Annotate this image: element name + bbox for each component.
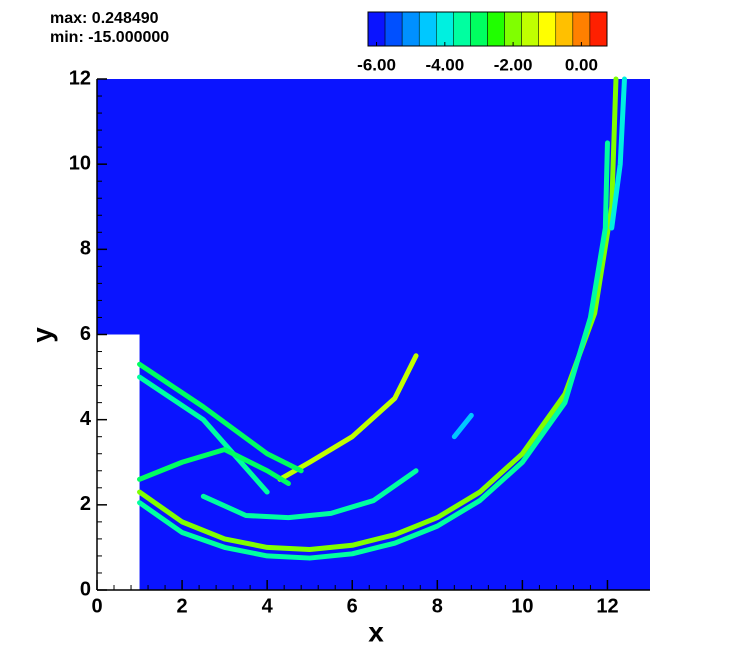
colorbar-band [470,11,488,47]
colorbar-band [436,11,454,47]
contour-feature [200,468,419,521]
x-tick-label: 10 [511,595,533,617]
colorbar-tick-label: -2.00 [494,55,533,74]
colorbar-band [367,11,386,47]
colorbar-band [453,11,471,47]
colorbar-band [521,11,539,47]
contour-feature [137,374,270,495]
colorbar-band [504,11,522,47]
min-annotation: min: -15.000000 [50,29,169,46]
obstacle [97,334,140,590]
y-tick-label: 6 [80,323,91,345]
x-tick-label: 2 [177,595,188,617]
y-tick-label: 0 [80,578,91,600]
y-tick-label: 2 [80,493,91,515]
colorbar-band [572,11,591,47]
colorbar-band [589,11,608,47]
contour-feature [609,76,627,231]
colorbar-band [487,11,505,47]
colorbar-tick-label: 0.00 [565,55,598,74]
x-tick-label: 8 [432,595,443,617]
x-tick-label: 0 [91,595,102,617]
y-axis-label: y [26,327,57,343]
colorbar-frame [367,11,608,47]
colorbar-band [555,11,574,47]
y-tick-label: 8 [80,238,91,260]
colorbar-band [384,11,403,47]
x-tick-label: 4 [262,595,274,617]
contour-feature [137,446,291,487]
contour-feature [451,412,474,440]
x-tick-label: 12 [596,595,618,617]
colorbar-band [418,11,437,47]
field [97,79,650,590]
colorbar-band [401,11,420,47]
max-annotation: max: 0.248490 [50,10,159,27]
x-axis-label: x [368,616,384,647]
x-tick-label: 6 [347,595,358,617]
contour-feature [137,140,610,561]
y-tick-label: 12 [69,67,91,89]
y-tick-label: 10 [69,152,91,174]
colorbar-tick-label: -4.00 [425,55,464,74]
y-tick-label: 4 [80,408,92,430]
colorbar-band [538,11,557,47]
colorbar-tick-label: -6.00 [357,55,396,74]
contour-feature [137,361,304,474]
